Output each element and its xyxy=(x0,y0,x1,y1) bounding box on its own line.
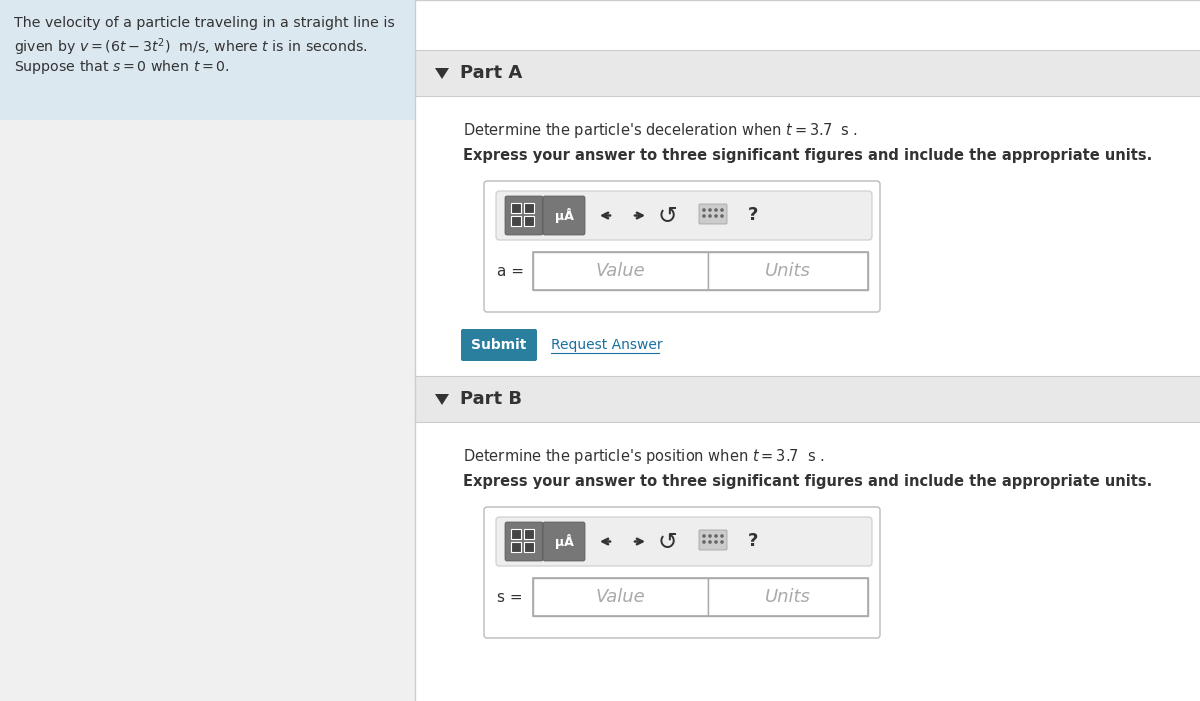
Text: Determine the particle's position when $t = 3.7$  s .: Determine the particle's position when $… xyxy=(463,447,824,466)
Text: Part B: Part B xyxy=(460,390,522,408)
Circle shape xyxy=(703,209,706,211)
Text: Value: Value xyxy=(595,262,646,280)
Text: Request Answer: Request Answer xyxy=(551,338,662,352)
FancyBboxPatch shape xyxy=(533,578,708,616)
Text: μÅ: μÅ xyxy=(554,534,574,549)
FancyBboxPatch shape xyxy=(542,522,586,561)
Text: Part A: Part A xyxy=(460,64,522,82)
FancyBboxPatch shape xyxy=(708,252,868,290)
Text: a =: a = xyxy=(497,264,524,278)
Text: Suppose that $s = 0$ when $t = 0$.: Suppose that $s = 0$ when $t = 0$. xyxy=(14,58,230,76)
FancyBboxPatch shape xyxy=(533,252,708,290)
Text: Express your answer to three significant figures and include the appropriate uni: Express your answer to three significant… xyxy=(463,148,1152,163)
FancyBboxPatch shape xyxy=(461,329,538,361)
FancyBboxPatch shape xyxy=(524,542,534,552)
FancyBboxPatch shape xyxy=(496,517,872,566)
Text: ↺: ↺ xyxy=(658,531,677,554)
Text: s =: s = xyxy=(497,590,523,604)
Circle shape xyxy=(721,535,724,537)
FancyBboxPatch shape xyxy=(698,204,727,224)
Text: The velocity of a particle traveling in a straight line is: The velocity of a particle traveling in … xyxy=(14,16,395,30)
Text: Express your answer to three significant figures and include the appropriate uni: Express your answer to three significant… xyxy=(463,474,1152,489)
Text: Units: Units xyxy=(766,262,811,280)
FancyBboxPatch shape xyxy=(524,216,534,226)
Circle shape xyxy=(721,541,724,543)
Circle shape xyxy=(709,209,712,211)
Text: ?: ? xyxy=(748,207,758,224)
Text: ?: ? xyxy=(748,533,758,550)
Text: Value: Value xyxy=(595,588,646,606)
FancyBboxPatch shape xyxy=(415,50,1200,96)
Circle shape xyxy=(709,541,712,543)
Text: ↺: ↺ xyxy=(658,205,677,229)
Circle shape xyxy=(721,215,724,217)
FancyBboxPatch shape xyxy=(708,578,868,616)
Text: μÅ: μÅ xyxy=(554,208,574,223)
Polygon shape xyxy=(436,68,449,79)
Circle shape xyxy=(709,215,712,217)
FancyBboxPatch shape xyxy=(0,0,415,120)
Circle shape xyxy=(721,209,724,211)
FancyBboxPatch shape xyxy=(542,196,586,235)
Text: Units: Units xyxy=(766,588,811,606)
FancyBboxPatch shape xyxy=(505,196,542,235)
FancyBboxPatch shape xyxy=(415,376,1200,422)
Text: Submit: Submit xyxy=(472,338,527,352)
Text: Determine the particle's deceleration when $t = 3.7$  s .: Determine the particle's deceleration wh… xyxy=(463,121,858,140)
Circle shape xyxy=(715,215,718,217)
FancyBboxPatch shape xyxy=(524,203,534,213)
FancyBboxPatch shape xyxy=(415,0,1200,701)
FancyBboxPatch shape xyxy=(505,522,542,561)
Text: given by $v = (6t - 3t^2)$  m/s, where $t$ is in seconds.: given by $v = (6t - 3t^2)$ m/s, where $t… xyxy=(14,36,368,57)
Circle shape xyxy=(703,535,706,537)
Circle shape xyxy=(715,535,718,537)
FancyBboxPatch shape xyxy=(524,529,534,539)
Polygon shape xyxy=(436,394,449,405)
FancyBboxPatch shape xyxy=(511,542,521,552)
Circle shape xyxy=(715,541,718,543)
FancyBboxPatch shape xyxy=(484,181,880,312)
FancyBboxPatch shape xyxy=(484,507,880,638)
Circle shape xyxy=(703,215,706,217)
Circle shape xyxy=(715,209,718,211)
FancyBboxPatch shape xyxy=(511,203,521,213)
FancyBboxPatch shape xyxy=(698,530,727,550)
FancyBboxPatch shape xyxy=(511,216,521,226)
Circle shape xyxy=(709,535,712,537)
FancyBboxPatch shape xyxy=(496,191,872,240)
FancyBboxPatch shape xyxy=(511,529,521,539)
Circle shape xyxy=(703,541,706,543)
